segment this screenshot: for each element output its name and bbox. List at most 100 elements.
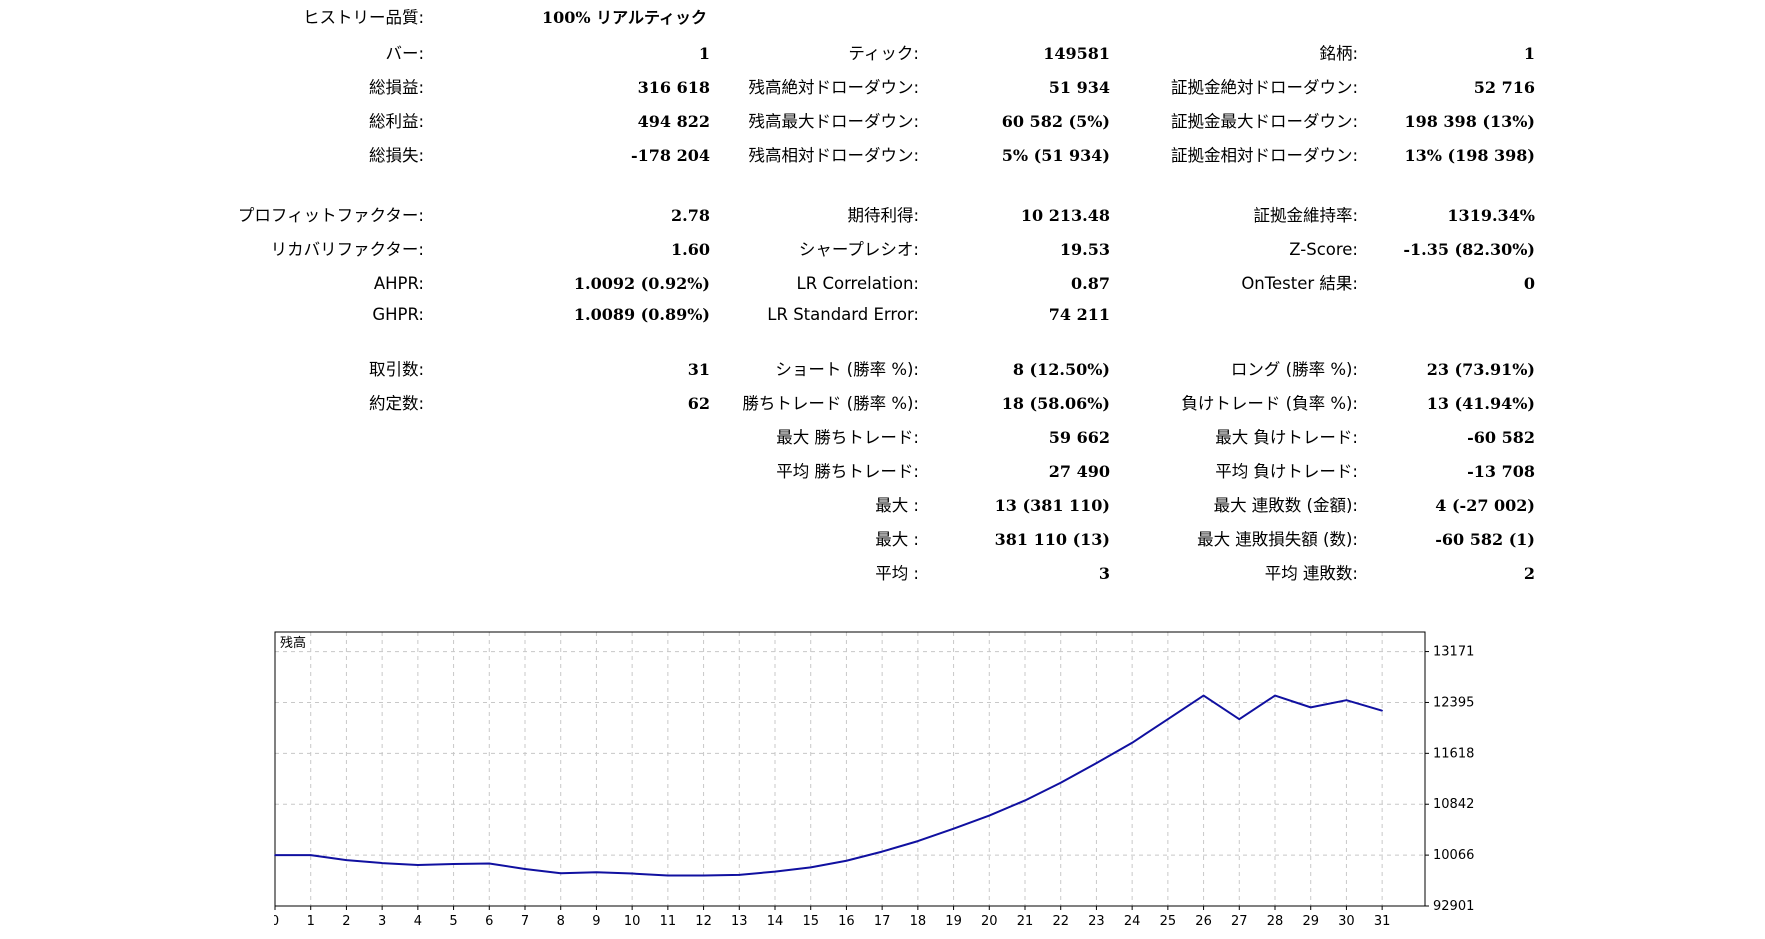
y-tick-label: 1161895 [1433,746,1474,761]
stat-label: バー: [385,44,424,63]
stat-label: 最大 負けトレード: [1215,428,1358,447]
balance-point [881,850,883,853]
y-tick-label: 1084267 [1433,797,1474,812]
x-tick-label: 7 [521,914,529,929]
balance-point [667,874,669,877]
stat-value: 2.78 [671,206,710,225]
stat-label: 勝ちトレード (勝率 %): [742,394,919,413]
stat-label: 取引数: [368,360,424,379]
balance-point [845,859,848,862]
stat-value: 18 (58.06%) [1001,394,1110,413]
history-quality-value: 100% リアルティック [542,8,708,27]
x-tick-label: 8 [557,914,565,929]
stat-label: GHPR: [372,305,424,324]
balance-point [702,874,705,877]
stats-row: リカバリファクター: 1.60 シャープレシオ: 19.53 Z-Score: -1.35… [0,238,1765,262]
stat-value: -13 708 [1467,462,1535,481]
stat-label: 証拠金最大ドローダウン: [1170,112,1358,131]
stat-label: ロング (勝率 %): [1230,360,1358,379]
stat-value: 51 934 [1048,78,1110,97]
balance-point [1131,741,1133,744]
stat-label: 証拠金維持率: [1253,206,1358,225]
x-tick-label: 22 [1052,914,1069,929]
stat-label: 平均 負けトレード: [1215,462,1358,481]
stat-label: 最大 : [875,530,919,549]
stat-label: 残高絶対ドローダウン: [748,78,919,97]
stat-label: 最大 勝ちトレード: [776,428,919,447]
x-tick-label: 14 [767,914,784,929]
stats-row: 最大 : 13 (381 110) 最大 連敗数 (金額): 4 (-27 002) [0,494,1765,518]
x-tick-label: 18 [910,914,927,929]
stat-value: 0.87 [1071,274,1110,293]
stats-row: GHPR: 1.0089 (0.89%) LR Standard Error: 74 … [0,303,1765,327]
x-tick-label: 0 [274,914,279,929]
balance-point [1345,699,1348,701]
stat-label: 総損失: [368,146,424,165]
balance-point [1238,718,1241,720]
x-tick-label: 13 [731,914,748,929]
stat-label: 証拠金相対ドローダウン: [1170,146,1358,165]
stat-label: AHPR: [373,274,424,293]
stat-value: 74 211 [1048,305,1110,324]
balance-point [917,840,919,842]
balance-point [631,872,633,875]
balance-point [1167,718,1169,720]
stat-value: 149581 [1043,44,1110,63]
stat-value: -60 582 [1467,428,1535,447]
stat-value: -1.35 (82.30%) [1403,240,1535,259]
plot-frame [274,631,1426,907]
stat-value: 10 213.48 [1020,206,1110,225]
stat-label: LR Correlation: [796,274,919,293]
stat-label: リカバリファクター: [270,240,424,259]
x-tick-label: 6 [485,914,493,929]
balance-point [988,814,991,817]
y-tick-label: 1317152 [1433,645,1474,660]
balance-chart-svg: 0 1 2 3 4 5 6 7 8 9 10 11 12 13 14 15 16 17 18 19 20 21 22 23 24… [271,631,1491,929]
stat-label: ショート (勝率 %): [775,360,919,379]
balance-point [1059,781,1062,784]
x-tick-label: 28 [1267,914,1284,929]
x-tick-label: 11 [660,914,677,929]
balance-point [595,871,598,874]
stats-row: バー: 1 ティック: 149581 銘柄: 1 [0,42,1765,66]
x-tick-label: 10 [624,914,641,929]
stats-row: 最大 勝ちトレード: 59 662 最大 負けトレード: -60 582 [0,426,1765,450]
stat-label: ティック: [848,44,919,63]
stat-value: 23 (73.91%) [1426,360,1535,379]
x-tick-label: 21 [1017,914,1034,929]
balance-point [774,870,776,873]
stat-value: 1.0089 (0.89%) [573,305,710,324]
stats-row: プロフィットファクター: 2.78 期待利得: 10 213.48 証拠金維持率: 131… [0,204,1765,228]
x-tick-label: 17 [874,914,891,929]
y-tick-label: 1006639 [1433,848,1474,863]
x-tick-label: 15 [802,914,819,929]
balance-point [1274,694,1276,697]
stat-value: 13 (381 110) [994,496,1110,515]
balance-point [274,854,276,856]
balance-point [1381,709,1383,712]
balance-point [452,863,455,865]
stats-row: 総利益: 494 822 残高最大ドローダウン: 60 582 (5%) 証拠金最大ドロ… [0,110,1765,134]
x-tick-label: 25 [1160,914,1177,929]
x-tick-label: 27 [1231,914,1248,929]
balance-point [952,827,955,830]
stat-value: 5% (51 934) [1001,146,1110,165]
chart-title: 残高 [280,635,306,651]
stat-value: 381 110 (13) [994,530,1110,549]
balance-point [524,868,526,870]
stat-value: 19.53 [1059,240,1110,259]
stat-label: プロフィットファクター: [237,206,424,225]
stat-value: 60 582 (5%) [1001,112,1110,131]
stat-value: 1 [1523,44,1535,63]
stat-value: 494 822 [637,112,710,131]
stat-label: 総利益: [368,112,424,131]
stat-value: 2 [1523,564,1535,583]
balance-point [417,864,419,866]
stat-label: OnTester 結果: [1241,274,1358,293]
x-tick-label: 23 [1088,914,1105,929]
x-tick-label: 1 [307,914,315,929]
stat-value: 62 [687,394,710,413]
stats-row: 総損失: -178 204 残高相対ドローダウン: 5% (51 934) 証拠金相対ド… [0,144,1765,168]
x-tick-label: 26 [1195,914,1212,929]
